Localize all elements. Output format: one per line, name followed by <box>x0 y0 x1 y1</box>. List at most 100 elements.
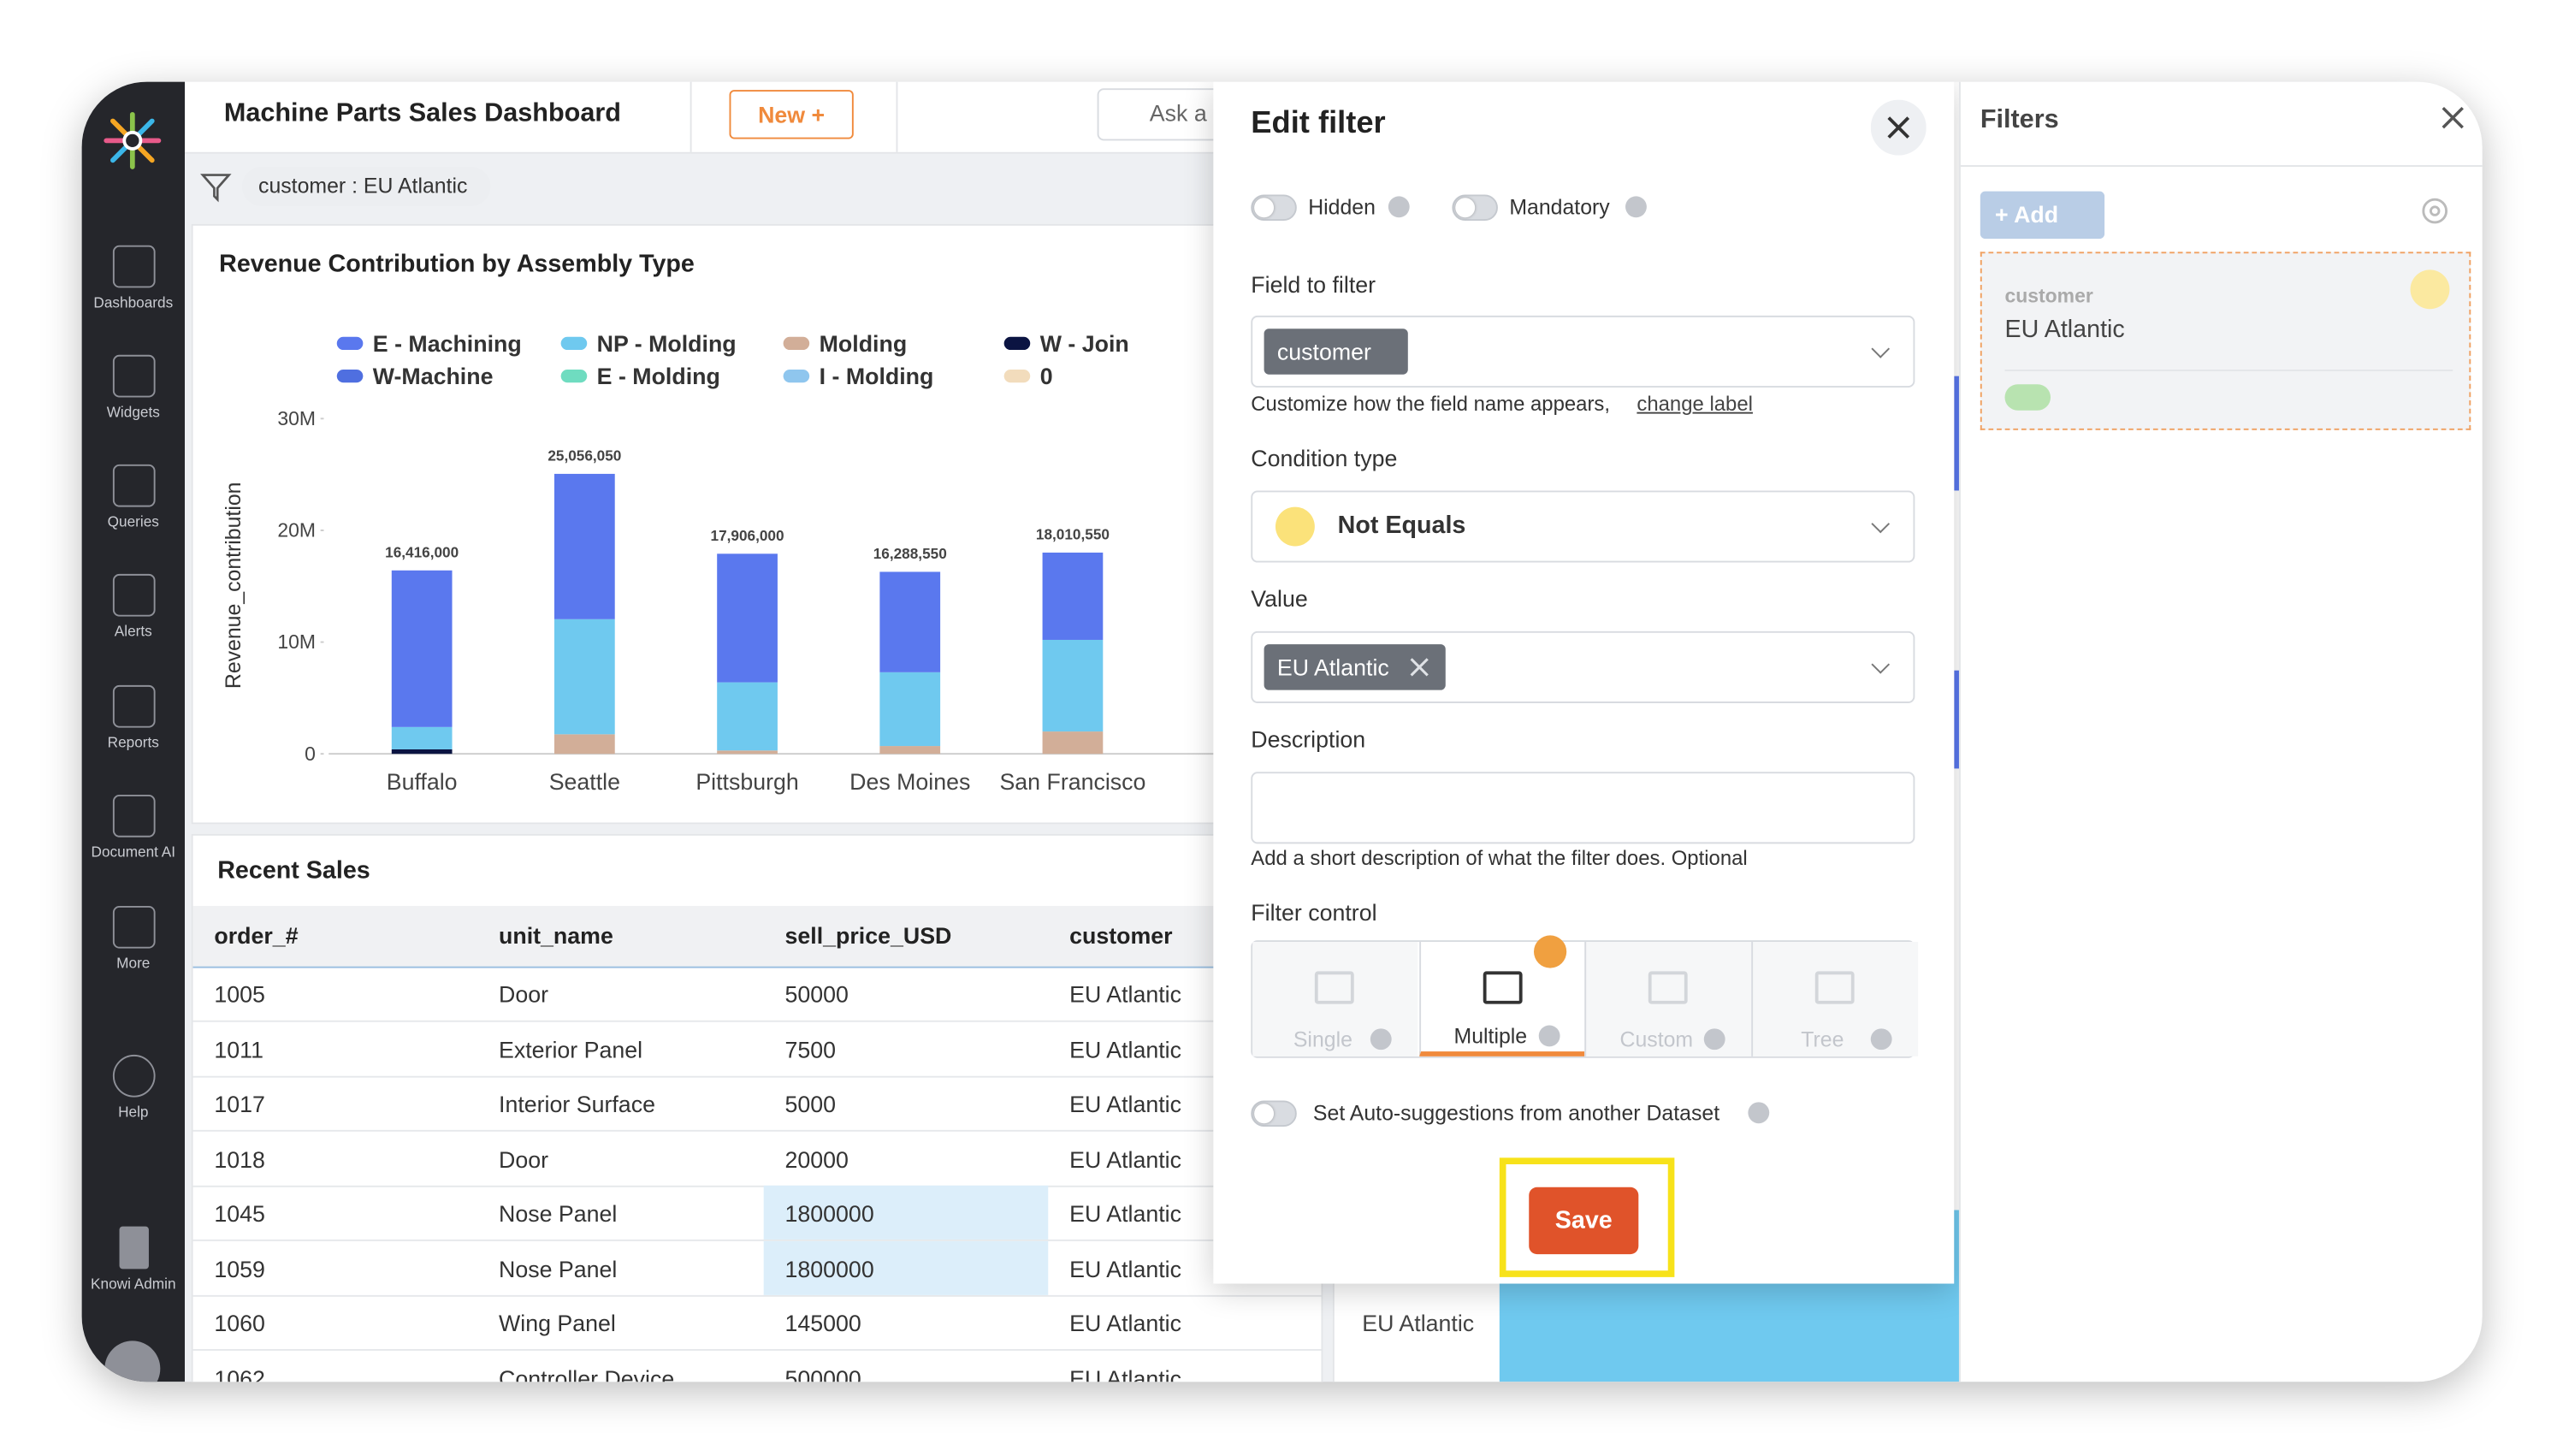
info-icon <box>1370 1028 1392 1051</box>
bar-segment <box>879 571 941 672</box>
control-icon <box>1648 971 1688 1004</box>
nav-item[interactable]: Document AI <box>82 794 185 860</box>
column-header: customer <box>1069 922 1173 949</box>
table-cell: 1059 <box>214 1255 265 1281</box>
table-cell: 1060 <box>214 1310 265 1336</box>
settings-icon[interactable] <box>2418 194 2451 227</box>
table-title: Recent Sales <box>217 856 370 885</box>
divider <box>1960 165 2483 167</box>
chart-card: Revenue Contribution by Assembly Type E -… <box>191 223 1323 825</box>
legend-label: 0 <box>1040 364 1053 389</box>
y-tick-label: 20M <box>277 519 316 542</box>
control-label: Single <box>1293 1027 1352 1052</box>
nav-icon <box>111 1054 155 1098</box>
nav-item[interactable]: More <box>82 905 185 971</box>
control-icon <box>1314 971 1354 1004</box>
bar-segment <box>717 553 778 683</box>
control-label: Tree <box>1801 1027 1844 1052</box>
divider <box>896 81 898 152</box>
bar-segment <box>1042 731 1104 755</box>
control-option[interactable]: Tree <box>1750 942 1918 1056</box>
nav-item[interactable]: Reports <box>82 684 185 750</box>
nav-item[interactable]: Alerts <box>82 573 185 640</box>
filter-card-toggle[interactable] <box>2004 384 2051 411</box>
auto-suggest-toggle[interactable] <box>1251 1100 1297 1128</box>
table-cell: EU Atlantic <box>1069 1145 1182 1172</box>
table-cell: EU Atlantic <box>1069 1364 1182 1382</box>
control-option[interactable]: Multiple <box>1418 942 1584 1056</box>
control-option[interactable]: Custom <box>1584 942 1752 1056</box>
table-cell: 20000 <box>784 1145 849 1172</box>
table-cell: Wing Panel <box>499 1310 616 1336</box>
selected-badge <box>1533 935 1567 968</box>
new-button[interactable]: New + <box>729 90 854 139</box>
modal-title: Edit filter <box>1251 106 1386 141</box>
logo <box>104 111 162 169</box>
bar-segment <box>391 726 453 749</box>
nav-icon <box>111 464 155 507</box>
table-cell: 1062 <box>214 1364 265 1382</box>
total-label: 18,010,550 <box>1036 526 1110 543</box>
nav-icon <box>111 245 155 288</box>
y-tick-label: 0 <box>305 743 316 765</box>
table-cell: EU Atlantic <box>1069 1255 1182 1281</box>
filter-chip[interactable]: customer : EU Atlantic <box>241 166 491 206</box>
bar-segment <box>717 682 778 751</box>
dashboard-title[interactable]: Machine Parts Sales Dashboard <box>223 99 621 128</box>
description-label: Description <box>1251 725 1366 753</box>
info-icon <box>1537 1025 1560 1047</box>
hidden-toggle[interactable] <box>1251 194 1297 222</box>
info-icon <box>1388 196 1410 218</box>
nav-item[interactable]: Help <box>82 1054 185 1120</box>
table-cell: 1045 <box>214 1200 265 1227</box>
nav-label: Alerts <box>114 623 152 640</box>
edit-filter-modal: Edit filter Hidden Mandatory Field to fi… <box>1213 81 1955 1284</box>
table-cell: Nose Panel <box>499 1200 618 1227</box>
value-chip[interactable] <box>1264 644 1446 690</box>
save-button[interactable]: Save <box>1529 1187 1639 1255</box>
mandatory-label: Mandatory <box>1509 194 1610 220</box>
legend-swatch <box>336 369 364 383</box>
table-cell: EU Atlantic <box>1069 1200 1182 1227</box>
table-cell: EU Atlantic <box>1069 1035 1182 1062</box>
table-cell: Controller Device <box>499 1364 675 1382</box>
description-input[interactable] <box>1251 772 1915 844</box>
nav-item[interactable]: Dashboards <box>82 245 185 311</box>
nav-item[interactable]: Widgets <box>82 354 185 420</box>
x-tick-label: Pittsburgh <box>695 769 798 795</box>
table-cell: 1800000 <box>784 1255 874 1281</box>
bar-segment <box>879 672 941 747</box>
change-label-link[interactable]: change label <box>1637 392 1753 416</box>
bar-segment <box>553 473 615 619</box>
filter-card-field: customer <box>2004 284 2093 308</box>
nav-item[interactable]: Knowi Admin <box>82 1226 185 1292</box>
legend-swatch <box>783 369 810 383</box>
table-cell: EU Atlantic <box>1069 1310 1182 1336</box>
row-divider <box>192 1074 1322 1077</box>
divider <box>690 81 692 152</box>
close-button[interactable] <box>1870 99 1927 156</box>
condition-select[interactable] <box>1251 490 1915 563</box>
nav-icon <box>111 573 155 617</box>
nav-label: Dashboards <box>93 294 174 311</box>
auto-suggest-label: Set Auto-suggestions from another Datase… <box>1312 1100 1720 1126</box>
background-bar <box>1954 376 1961 491</box>
filters-close[interactable] <box>2440 104 2466 131</box>
chip-remove[interactable] <box>1410 657 1429 677</box>
chart: Revenue Contribution by Assembly Type E -… <box>219 250 1322 795</box>
bar-segment <box>717 750 778 755</box>
x-tick-label: Seattle <box>549 769 620 795</box>
condition-value: Not Equals <box>1337 512 1466 540</box>
total-label: 16,416,000 <box>385 543 459 560</box>
background-bar <box>1954 670 1961 769</box>
nav-item[interactable]: Queries <box>82 464 185 530</box>
control-option[interactable]: Single <box>1252 942 1418 1056</box>
filter-card[interactable] <box>1980 252 2471 430</box>
mandatory-toggle[interactable] <box>1452 194 1498 222</box>
row-divider <box>192 1293 1322 1296</box>
add-filter-button[interactable]: + Add <box>1980 191 2105 240</box>
field-select[interactable] <box>1251 315 1915 388</box>
bar-segment <box>1042 552 1104 640</box>
